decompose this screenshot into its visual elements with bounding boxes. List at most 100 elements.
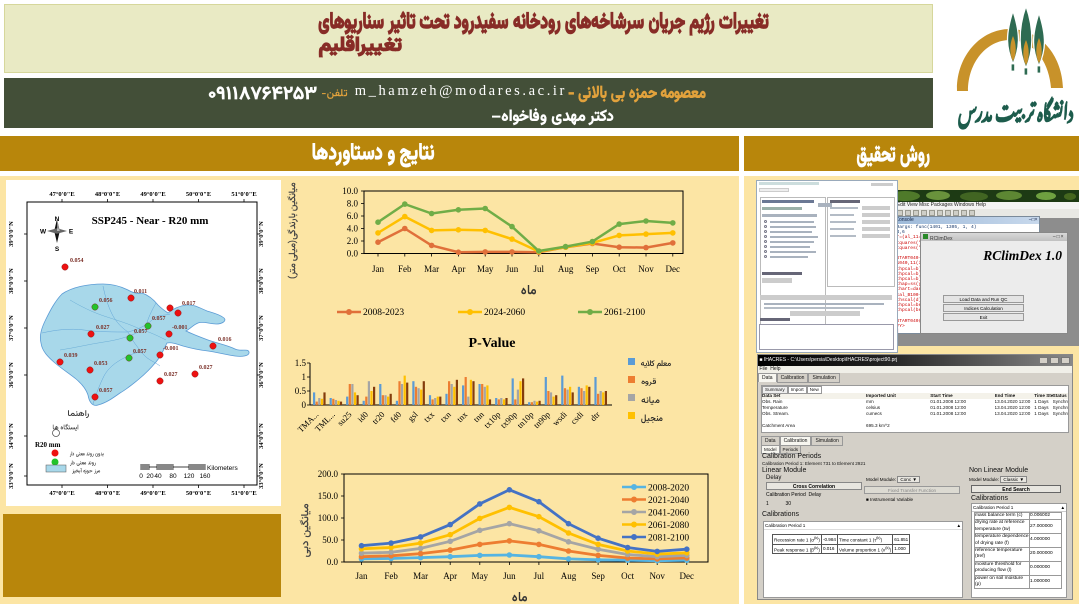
svg-text:tn10p: tn10p bbox=[515, 409, 536, 430]
svg-text:tn90p: tn90p bbox=[531, 409, 552, 430]
svg-text:50°0'0"E: 50°0'0"E bbox=[186, 490, 211, 497]
svg-text:150.0: 150.0 bbox=[318, 491, 339, 501]
svg-text:Jul: Jul bbox=[534, 264, 545, 274]
svg-text:tnx: tnx bbox=[455, 409, 470, 424]
svg-text:33°0'0"N: 33°0'0"N bbox=[8, 463, 15, 489]
svg-text:36°0'0"N: 36°0'0"N bbox=[8, 362, 15, 388]
svg-text:Apr: Apr bbox=[443, 571, 457, 581]
svg-text:2.0: 2.0 bbox=[347, 236, 359, 246]
svg-text:1.5: 1.5 bbox=[295, 358, 307, 368]
svg-text:tx90p: tx90p bbox=[498, 409, 519, 430]
svg-text:10.0: 10.0 bbox=[342, 186, 358, 196]
svg-text:47°0'0"E: 47°0'0"E bbox=[49, 490, 74, 497]
svg-text:2041-2060: 2041-2060 bbox=[648, 509, 689, 519]
svg-text:80: 80 bbox=[169, 473, 177, 480]
svg-text:2021-2040: 2021-2040 bbox=[648, 496, 689, 506]
svg-text:0: 0 bbox=[302, 400, 307, 410]
svg-text:Kilometers: Kilometers bbox=[207, 465, 238, 472]
svg-text:2024-2060: 2024-2060 bbox=[484, 308, 525, 318]
svg-text:120: 120 bbox=[184, 473, 195, 480]
svg-text:38°0'0"N: 38°0'0"N bbox=[8, 268, 15, 294]
svg-text:200.0: 200.0 bbox=[318, 469, 339, 479]
svg-text:0.039: 0.039 bbox=[64, 353, 78, 359]
svg-text:May: May bbox=[472, 571, 489, 581]
svg-text:Nov: Nov bbox=[649, 571, 665, 581]
svg-text:wsdi: wsdi bbox=[550, 409, 569, 428]
svg-text:2008-2020: 2008-2020 bbox=[648, 484, 689, 494]
svg-text:Oct: Oct bbox=[613, 264, 626, 274]
svg-text:Apr: Apr bbox=[451, 264, 465, 274]
svg-text:6.0: 6.0 bbox=[347, 211, 359, 221]
svg-text:0.057: 0.057 bbox=[134, 329, 148, 335]
svg-text:0.5: 0.5 bbox=[295, 386, 307, 396]
svg-text:0.017: 0.017 bbox=[182, 301, 196, 307]
svg-text:tx10p: tx10p bbox=[482, 409, 503, 430]
svg-text:fd0: fd0 bbox=[388, 409, 403, 424]
svg-text:Jun: Jun bbox=[503, 571, 516, 581]
svg-text:0.016: 0.016 bbox=[218, 337, 232, 343]
svg-text:39°0'0"N: 39°0'0"N bbox=[258, 221, 265, 247]
svg-text:49°0'0"E: 49°0'0"E bbox=[140, 191, 165, 198]
svg-text:0.0: 0.0 bbox=[327, 557, 339, 567]
svg-text:48°0'0"E: 48°0'0"E bbox=[95, 490, 120, 497]
svg-text:R20 mm: R20 mm bbox=[35, 441, 61, 449]
svg-text:Feb: Feb bbox=[384, 571, 398, 581]
svg-text:id0: id0 bbox=[355, 409, 370, 424]
svg-text:0.057: 0.057 bbox=[133, 349, 147, 355]
svg-text:2061-2080: 2061-2080 bbox=[648, 521, 689, 531]
svg-text:0.056: 0.056 bbox=[99, 298, 113, 304]
svg-text:0.054: 0.054 bbox=[70, 258, 84, 264]
svg-text:40: 40 bbox=[154, 473, 162, 480]
svg-text:0.057: 0.057 bbox=[99, 388, 113, 394]
svg-text:50°0'0"E: 50°0'0"E bbox=[186, 191, 211, 198]
svg-text:gsl: gsl bbox=[406, 409, 421, 424]
svg-text:S: S bbox=[55, 246, 60, 253]
svg-text:m_hamzeh@modares.ac.ir: m_hamzeh@modares.ac.ir bbox=[355, 83, 567, 99]
svg-text:Sep: Sep bbox=[591, 571, 605, 581]
svg-text:N: N bbox=[55, 216, 60, 223]
svg-text:47°0'0"E: 47°0'0"E bbox=[49, 191, 74, 198]
svg-text:E: E bbox=[69, 229, 74, 236]
svg-text:Mar: Mar bbox=[424, 264, 439, 274]
svg-text:txx: txx bbox=[422, 409, 437, 424]
svg-text:Dec: Dec bbox=[680, 571, 695, 581]
svg-text:0.027: 0.027 bbox=[164, 372, 178, 378]
svg-text:Feb: Feb bbox=[398, 264, 412, 274]
svg-text:50.0: 50.0 bbox=[322, 535, 338, 545]
svg-text:33°0'0"N: 33°0'0"N bbox=[258, 463, 265, 489]
svg-text:-0.001: -0.001 bbox=[163, 346, 179, 352]
svg-text:1: 1 bbox=[302, 372, 307, 382]
svg-text:100.0: 100.0 bbox=[318, 513, 339, 523]
svg-text:0.011: 0.011 bbox=[134, 289, 147, 295]
svg-text:Nov: Nov bbox=[638, 264, 654, 274]
svg-text:36°0'0"N: 36°0'0"N bbox=[258, 362, 265, 388]
svg-text:Sep: Sep bbox=[586, 264, 600, 274]
svg-text:0.027: 0.027 bbox=[96, 325, 110, 331]
svg-text:May: May bbox=[477, 264, 494, 274]
svg-text:49°0'0"E: 49°0'0"E bbox=[140, 490, 165, 497]
svg-text:tr20: tr20 bbox=[370, 409, 387, 426]
svg-text:0.053: 0.053 bbox=[94, 361, 108, 367]
svg-text:Aug: Aug bbox=[561, 571, 577, 581]
svg-text:51°0'0"E: 51°0'0"E bbox=[231, 490, 256, 497]
svg-text:8.0: 8.0 bbox=[347, 199, 359, 209]
svg-text:Jan: Jan bbox=[372, 264, 384, 274]
svg-text:su25: su25 bbox=[335, 409, 353, 427]
svg-text:20: 20 bbox=[146, 473, 154, 480]
svg-text:P-Value: P-Value bbox=[469, 336, 516, 351]
svg-text:txn: txn bbox=[438, 409, 453, 424]
svg-text:0.0: 0.0 bbox=[347, 249, 359, 259]
svg-text:48°0'0"E: 48°0'0"E bbox=[95, 191, 120, 198]
svg-text:csdi: csdi bbox=[568, 409, 585, 426]
svg-text:2081-2100: 2081-2100 bbox=[648, 534, 689, 544]
svg-text:Oct: Oct bbox=[621, 571, 634, 581]
svg-text:2061-2100: 2061-2100 bbox=[604, 308, 645, 318]
svg-text:37°0'0"N: 37°0'0"N bbox=[258, 315, 265, 341]
svg-text:160: 160 bbox=[200, 473, 211, 480]
svg-text:4.0: 4.0 bbox=[347, 224, 359, 234]
svg-text:34°0'0"N: 34°0'0"N bbox=[8, 423, 15, 449]
svg-text:39°0'0"N: 39°0'0"N bbox=[8, 221, 15, 247]
svg-text:-0.001: -0.001 bbox=[172, 325, 188, 331]
svg-text:Jan: Jan bbox=[356, 571, 368, 581]
svg-text:2008-2023: 2008-2023 bbox=[363, 308, 404, 318]
